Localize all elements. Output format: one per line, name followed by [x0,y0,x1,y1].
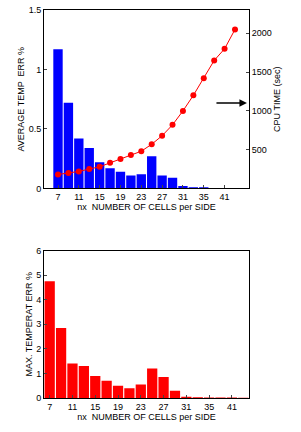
svg-text:15: 15 [90,402,100,412]
svg-text:6: 6 [36,246,41,256]
svg-text:1.5: 1.5 [29,5,42,15]
svg-text:23: 23 [136,192,146,202]
svg-text:5: 5 [36,270,41,280]
svg-text:27: 27 [159,402,169,412]
svg-text:11: 11 [68,402,77,412]
svg-text:11: 11 [74,192,83,202]
svg-text:19: 19 [115,192,125,202]
svg-text:3: 3 [36,319,41,329]
svg-text:1: 1 [36,65,41,75]
svg-text:1: 1 [36,369,41,379]
svg-text:2: 2 [36,344,41,354]
svg-text:2000: 2000 [252,28,272,38]
svg-text:nx NUMBER OF CELLS per SIDE: nx NUMBER OF CELLS per SIDE [77,202,216,212]
svg-text:1500: 1500 [252,67,272,77]
svg-text:0: 0 [36,393,41,403]
svg-text:15: 15 [95,192,105,202]
svg-text:41: 41 [227,402,237,412]
svg-text:1000: 1000 [252,106,272,116]
svg-text:CPU TIME (sec): CPU TIME (sec) [272,67,282,132]
svg-text:19: 19 [113,402,123,412]
svg-text:35: 35 [204,402,214,412]
svg-text:31: 31 [178,192,188,202]
svg-text:7: 7 [55,192,60,202]
svg-text:AVERAGE TEMP ERR %: AVERAGE TEMP ERR % [16,47,26,152]
svg-text:35: 35 [199,192,209,202]
svg-text:41: 41 [220,192,230,202]
svg-text:31: 31 [181,402,191,412]
svg-text:MAX. TEMPERAT ERR %: MAX. TEMPERAT ERR % [24,272,34,377]
svg-text:7: 7 [47,402,52,412]
svg-text:23: 23 [136,402,146,412]
svg-text:4: 4 [36,295,41,305]
svg-text:0: 0 [36,184,41,194]
svg-text:nx NUMBER OF CELLS per SIDE: nx NUMBER OF CELLS per SIDE [77,412,216,422]
svg-text:500: 500 [252,145,267,155]
svg-text:0.5: 0.5 [29,124,42,134]
svg-text:27: 27 [157,192,167,202]
